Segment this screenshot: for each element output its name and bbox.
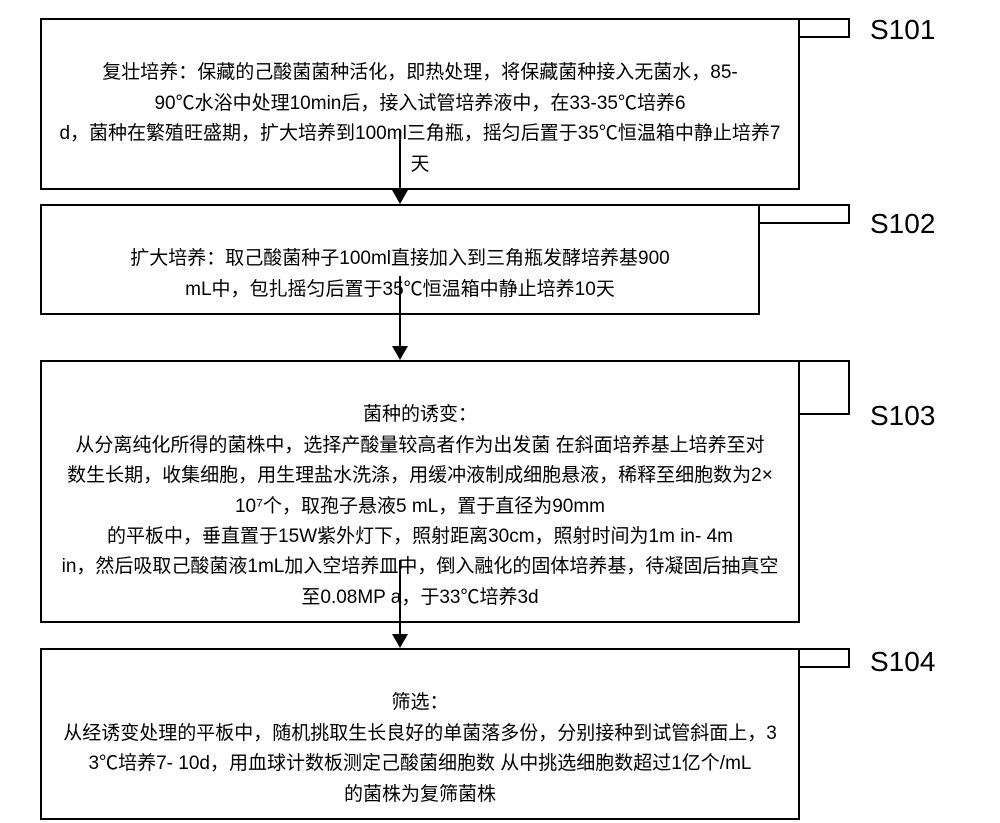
step-label-s101: S101 [870,14,935,46]
step-box-s104: 筛选： 从经诱变处理的平板中，随机挑取生长良好的单菌落多份，分别接种到试管斜面上… [40,648,800,820]
flowchart-container: 复壮培养：保藏的己酸菌菌种活化，即热处理，将保藏菌种接入无菌水，85- 90℃水… [0,0,1000,823]
arrow-head-icon [392,634,408,648]
arrow-head-icon [392,346,408,360]
step-text: 复壮培养：保藏的己酸菌菌种活化，即热处理，将保藏菌种接入无菌水，85- 90℃水… [59,62,780,174]
step-text: 菌种的诱变： 从分离纯化所得的菌株中，选择产酸量较高者作为出发菌 在斜面培养基上… [62,404,779,607]
step-label-s103: S103 [870,400,935,432]
arrow-s103-s104 [392,560,408,648]
step-label-s104: S104 [870,646,935,678]
step-text: 筛选： 从经诱变处理的平板中，随机挑取生长良好的单菌落多份，分别接种到试管斜面上… [63,692,777,804]
arrow-line [399,276,401,346]
arrow-head-icon [392,190,408,204]
bracket-s101 [800,18,850,38]
arrow-s101-s102 [392,130,408,204]
arrow-line [399,130,401,190]
arrow-s102-s103 [392,276,408,360]
step-box-s103: 菌种的诱变： 从分离纯化所得的菌株中，选择产酸量较高者作为出发菌 在斜面培养基上… [40,360,800,623]
bracket-s103 [800,360,850,415]
arrow-line [399,560,401,634]
step-label-s102: S102 [870,208,935,240]
bracket-s104 [800,648,850,668]
step-box-s101: 复壮培养：保藏的己酸菌菌种活化，即热处理，将保藏菌种接入无菌水，85- 90℃水… [40,18,800,190]
bracket-s102 [760,204,850,224]
